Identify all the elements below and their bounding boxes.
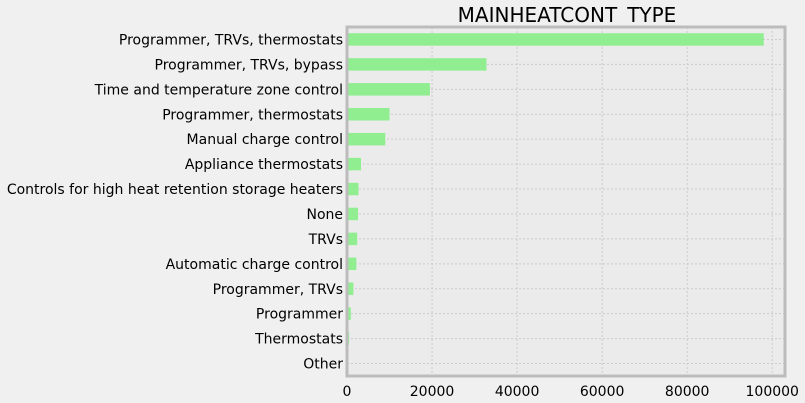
- bar: [347, 207, 359, 221]
- y-tick-label: Thermostats: [254, 332, 343, 348]
- y-tick-label: Programmer, TRVs, thermostats: [119, 32, 343, 48]
- x-tick-label: 60000: [580, 384, 625, 400]
- y-tick-label: Other: [303, 357, 343, 373]
- x-tick-label: 40000: [495, 384, 540, 400]
- bar: [347, 257, 357, 271]
- bar: [347, 108, 390, 121]
- plot-area: [347, 27, 785, 376]
- y-tick-label: TRVs: [308, 232, 343, 248]
- y-tick-label: Programmer, TRVs, bypass: [155, 57, 344, 73]
- y-tick-label: Appliance thermostats: [185, 157, 343, 173]
- bar: [347, 157, 362, 171]
- plot-frame: [345, 25, 787, 378]
- bar: [347, 83, 430, 96]
- x-tick-label: 20000: [410, 384, 455, 400]
- chart-title: MAINHEATCONT_TYPE: [458, 3, 677, 27]
- y-tick-label: Manual charge control: [187, 132, 343, 148]
- y-tick-labels: Programmer, TRVs, thermostats Programmer,…: [7, 32, 343, 372]
- y-tick-label: Controls for high heat retention storage…: [7, 182, 343, 198]
- x-tick-labels: 0 20000 40000 60000 80000 100000: [343, 384, 799, 400]
- x-tick-label: 80000: [665, 384, 710, 400]
- y-tick-label: Programmer: [256, 307, 343, 323]
- y-tick-label: None: [306, 207, 343, 223]
- bar: [347, 182, 359, 196]
- y-tick-label: Programmer, thermostats: [162, 107, 343, 123]
- x-tick-label: 100000: [746, 384, 799, 400]
- bars: [347, 33, 764, 370]
- bar: [347, 132, 386, 146]
- y-tick-label: Programmer, TRVs: [213, 282, 343, 298]
- grid: [346, 27, 785, 376]
- bar: [347, 307, 351, 320]
- bar: [347, 58, 487, 71]
- x-tick-label: 0: [343, 384, 352, 400]
- bar: [347, 232, 358, 246]
- y-tick-label: Automatic charge control: [166, 257, 343, 273]
- bar: [347, 33, 764, 46]
- y-tick-label: Time and temperature zone control: [94, 82, 343, 98]
- bar: [347, 282, 354, 295]
